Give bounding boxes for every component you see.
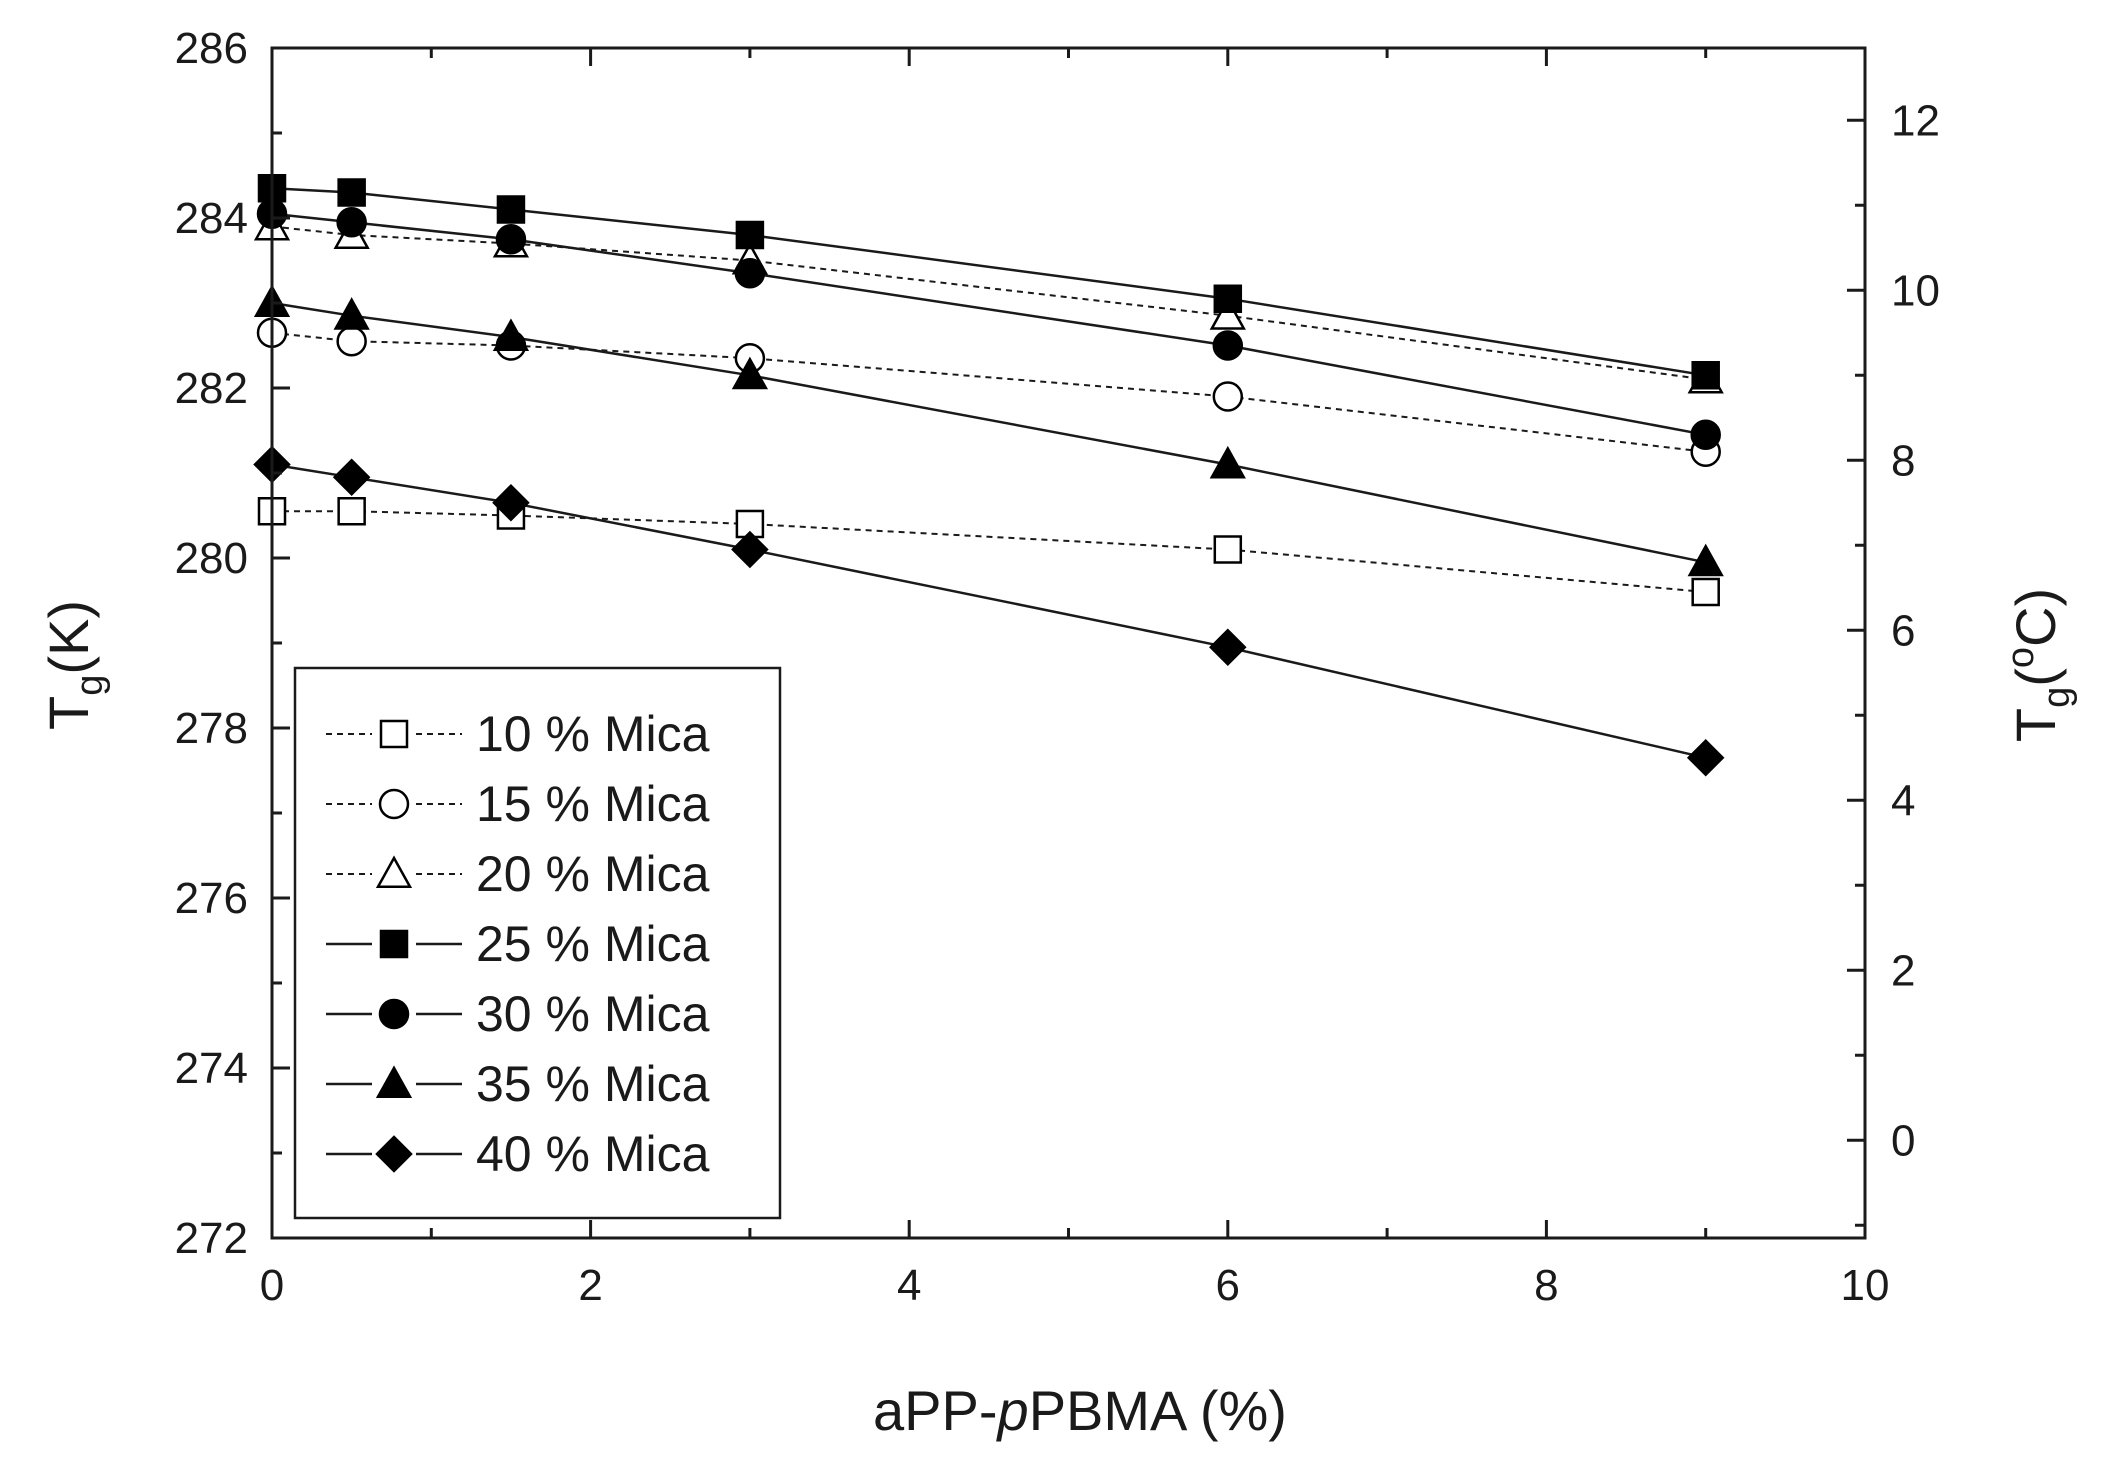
y2-tick-label: 12 (1891, 96, 1940, 145)
data-point-s1 (337, 497, 366, 526)
data-point-s7 (332, 458, 371, 497)
legend-marker (378, 998, 410, 1030)
data-point-s6 (333, 297, 370, 330)
y2-axis-title: Tg(oC) (2000, 588, 2078, 742)
data-point-s2 (1212, 381, 1244, 412)
legend-marker (375, 1135, 413, 1173)
data-point-s6 (1687, 543, 1724, 577)
data-point-s1 (1691, 577, 1720, 607)
y-tick-label: 272 (175, 1214, 248, 1263)
data-point-s6 (1209, 445, 1246, 479)
x-tick-label: 6 (1216, 1261, 1240, 1310)
y-tick-label: 284 (175, 194, 248, 243)
axes: 0 2 4 6 8 10 272 274 276 278 280 282 284 286 0 2 4 6 8 10 12 (175, 24, 1940, 1310)
data-point-s4 (496, 195, 526, 224)
legend-label: 15 % Mica (476, 776, 710, 832)
legend-label: 35 % Mica (476, 1056, 710, 1112)
data-point-s1 (1213, 535, 1243, 564)
legend-label: 20 % Mica (476, 846, 710, 902)
legend-marker (379, 929, 409, 959)
x-axis-title: aPP-pPBMA (%) (873, 1379, 1287, 1442)
legend-box (293, 666, 782, 1220)
legend-marker (379, 719, 409, 749)
data-point-s5 (1690, 419, 1721, 450)
data-point-s5 (734, 258, 766, 289)
data-point-s4 (337, 178, 366, 207)
legend: 10 % Mica 15 % Mica 20 % Mica 25 % Mica 30 %… (293, 666, 782, 1220)
legend-marker (375, 855, 413, 889)
series-line-5 (271, 212, 1706, 437)
x-tick-label: 2 (578, 1261, 602, 1310)
x-tick-label: 8 (1534, 1261, 1558, 1310)
y-tick-label: 276 (175, 874, 248, 923)
series-line-4 (271, 186, 1706, 377)
data-point-s7 (731, 530, 769, 569)
data-point-s6 (731, 356, 769, 390)
y2-tick-label: 6 (1891, 606, 1915, 655)
legend-label: 40 % Mica (476, 1126, 710, 1182)
x-tick-label: 10 (1841, 1261, 1890, 1310)
series-line-3 (271, 225, 1706, 381)
y-tick-label: 286 (175, 24, 248, 73)
data-point-s4 (1213, 284, 1243, 313)
y-tick-label: 280 (175, 534, 248, 583)
data-point-s5 (336, 207, 367, 238)
y2-tick-label: 8 (1891, 436, 1915, 485)
series-line-6 (271, 301, 1706, 564)
x-tick-label: 4 (897, 1261, 921, 1310)
data-point-s2 (336, 326, 367, 357)
data-point-s5 (1212, 330, 1244, 361)
data-point-s4 (735, 220, 765, 250)
data-point-s7 (1209, 628, 1247, 667)
legend-marker (375, 1065, 413, 1099)
legend-marker (378, 788, 410, 820)
y-tick-label: 282 (175, 364, 248, 413)
y2-tick-label: 2 (1891, 946, 1915, 995)
data-point-s7 (1686, 738, 1725, 777)
y-tick-label: 274 (175, 1044, 248, 1093)
data-point-s5 (495, 224, 527, 255)
y2-tick-label: 0 (1891, 1116, 1915, 1165)
y2-tick-label: 10 (1891, 266, 1940, 315)
y-axis-title: Tg(K) (37, 600, 111, 730)
legend-label: 30 % Mica (476, 986, 710, 1042)
data-point-s7 (492, 483, 530, 522)
series-line-1 (272, 510, 1706, 593)
y-tick-label: 278 (175, 704, 248, 753)
data-point-s3 (1209, 297, 1246, 330)
data-point-s6 (492, 318, 530, 352)
legend-label: 10 % Mica (476, 706, 710, 762)
legend-label: 25 % Mica (476, 916, 710, 972)
y2-tick-label: 4 (1891, 776, 1915, 825)
data-point-s4 (1691, 361, 1720, 390)
x-tick-label: 0 (260, 1261, 284, 1310)
